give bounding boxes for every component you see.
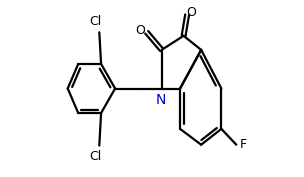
Text: O: O bbox=[187, 6, 196, 19]
Text: F: F bbox=[240, 138, 247, 151]
Text: O: O bbox=[136, 24, 146, 37]
Text: Cl: Cl bbox=[89, 15, 101, 28]
Text: N: N bbox=[156, 93, 166, 107]
Text: Cl: Cl bbox=[89, 150, 101, 163]
